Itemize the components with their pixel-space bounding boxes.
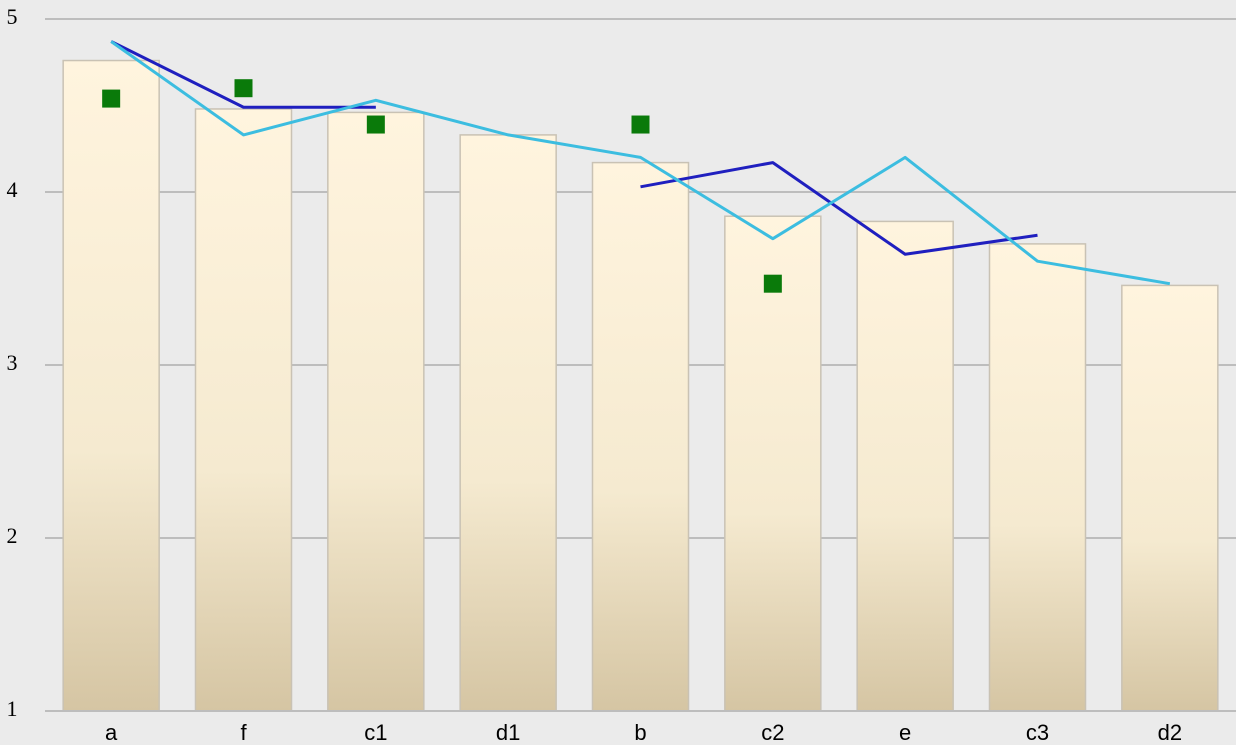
marker xyxy=(631,115,650,134)
y-tick-label: 5 xyxy=(7,4,18,29)
y-tick-label: 4 xyxy=(7,177,18,202)
line xyxy=(110,40,1171,286)
bar xyxy=(1121,284,1219,712)
marker xyxy=(234,79,253,98)
line xyxy=(110,40,376,109)
x-tick-label: d1 xyxy=(496,720,520,745)
x-tick-label: b xyxy=(634,720,646,745)
bar xyxy=(194,108,293,712)
bar xyxy=(459,134,557,712)
bar xyxy=(724,215,822,712)
x-tick-label: c3 xyxy=(1026,720,1049,745)
bar xyxy=(327,111,425,712)
bar xyxy=(856,220,954,712)
y-tick-label: 3 xyxy=(7,350,18,375)
line xyxy=(640,161,1038,256)
y-tick-label: 1 xyxy=(7,696,18,721)
y-tick-label: 2 xyxy=(7,523,18,548)
x-tick-label: c1 xyxy=(364,720,387,745)
marker xyxy=(102,89,121,108)
x-tick-label: c2 xyxy=(761,720,784,745)
x-tick-label: d2 xyxy=(1158,720,1182,745)
bar xyxy=(591,161,690,712)
marker xyxy=(763,274,782,293)
x-tick-label: e xyxy=(899,720,911,745)
x-tick-label: f xyxy=(240,720,247,745)
bar xyxy=(988,243,1087,712)
bar xyxy=(62,59,160,712)
x-tick-label: a xyxy=(105,720,118,745)
marker xyxy=(366,115,385,134)
